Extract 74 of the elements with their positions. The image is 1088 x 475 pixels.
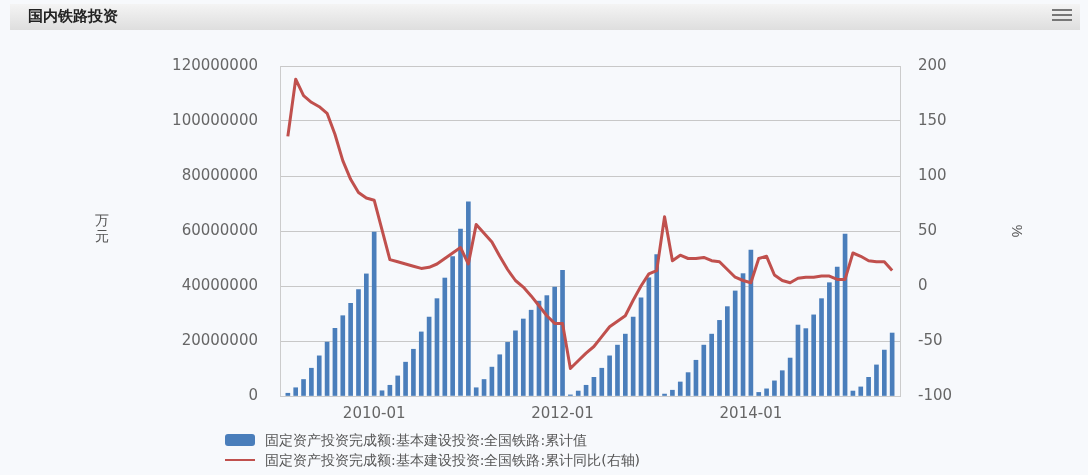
bar bbox=[677, 381, 683, 396]
y2-tick-label: -100 bbox=[918, 385, 953, 404]
bar bbox=[371, 231, 377, 396]
bar bbox=[316, 355, 322, 396]
y-tick-label: 80000000 bbox=[181, 165, 258, 184]
legend-label: 固定资产投资完成额:基本建设投资:全国铁路:累计值 bbox=[265, 431, 588, 450]
text: 国内铁路投资 bbox=[28, 7, 118, 26]
bar bbox=[764, 388, 769, 396]
bar bbox=[497, 354, 503, 396]
bar bbox=[418, 331, 424, 396]
x-tick-label: 2012-01 bbox=[531, 403, 594, 422]
bar bbox=[670, 389, 675, 396]
bar bbox=[403, 361, 408, 396]
bar bbox=[411, 348, 416, 396]
y2-tick-label: -50 bbox=[918, 330, 943, 349]
bar bbox=[379, 390, 385, 396]
bar bbox=[622, 333, 628, 396]
bar bbox=[442, 277, 448, 396]
bar bbox=[356, 289, 361, 396]
y-tick-label: 120000000 bbox=[172, 55, 258, 74]
bar bbox=[513, 330, 518, 396]
bar bbox=[560, 270, 565, 396]
bar bbox=[466, 201, 471, 396]
bar bbox=[301, 379, 306, 396]
bar bbox=[811, 314, 816, 396]
y2-tick-label: 50 bbox=[918, 220, 938, 239]
bar bbox=[881, 349, 887, 396]
x-tick-label: 2014-01 bbox=[719, 403, 783, 422]
y-tick-label: 100000000 bbox=[172, 110, 258, 129]
bar bbox=[725, 306, 730, 396]
bar bbox=[654, 254, 660, 396]
bar bbox=[772, 380, 777, 396]
bar bbox=[395, 375, 401, 396]
bar bbox=[348, 303, 353, 396]
y2-axis-title: % bbox=[1008, 224, 1025, 238]
y2-tick-label: 100 bbox=[918, 165, 947, 184]
bar bbox=[552, 286, 558, 396]
bar bbox=[458, 228, 463, 396]
bar bbox=[340, 315, 346, 396]
bar bbox=[505, 342, 510, 396]
bar bbox=[858, 386, 864, 396]
bar bbox=[827, 282, 832, 396]
bar bbox=[293, 387, 299, 396]
y2-tick-label: 0 bbox=[918, 275, 928, 294]
y-tick-label: 40000000 bbox=[181, 275, 258, 294]
bar bbox=[709, 333, 714, 396]
bar bbox=[756, 392, 762, 396]
bar bbox=[732, 290, 738, 396]
bar bbox=[473, 387, 479, 396]
bar bbox=[599, 367, 605, 396]
bar bbox=[364, 273, 369, 396]
y2-tick-label: 150 bbox=[918, 110, 947, 129]
bar bbox=[450, 256, 455, 396]
bar bbox=[520, 318, 526, 396]
y-tick-label: 60000000 bbox=[181, 220, 258, 239]
bar bbox=[834, 266, 840, 396]
bar bbox=[662, 393, 667, 396]
bar bbox=[819, 298, 824, 396]
x-tick-label: 2010-01 bbox=[342, 403, 406, 422]
y-tick-label: 20000000 bbox=[181, 330, 258, 349]
bar bbox=[717, 320, 722, 396]
y2-tick-label: 200 bbox=[918, 55, 947, 74]
bar bbox=[866, 376, 871, 396]
legend-label: 固定资产投资完成额:基本建设投资:全国铁路:累计同比(右轴) bbox=[265, 451, 641, 470]
y-axis-title: 万元 bbox=[94, 212, 110, 244]
bar bbox=[309, 367, 314, 396]
bar bbox=[575, 390, 581, 396]
bar bbox=[607, 355, 612, 396]
bar bbox=[779, 370, 785, 396]
y-tick-label: 0 bbox=[248, 385, 258, 404]
bar bbox=[701, 344, 707, 396]
bar bbox=[615, 344, 620, 396]
bar bbox=[874, 364, 879, 396]
bar bbox=[803, 328, 809, 396]
